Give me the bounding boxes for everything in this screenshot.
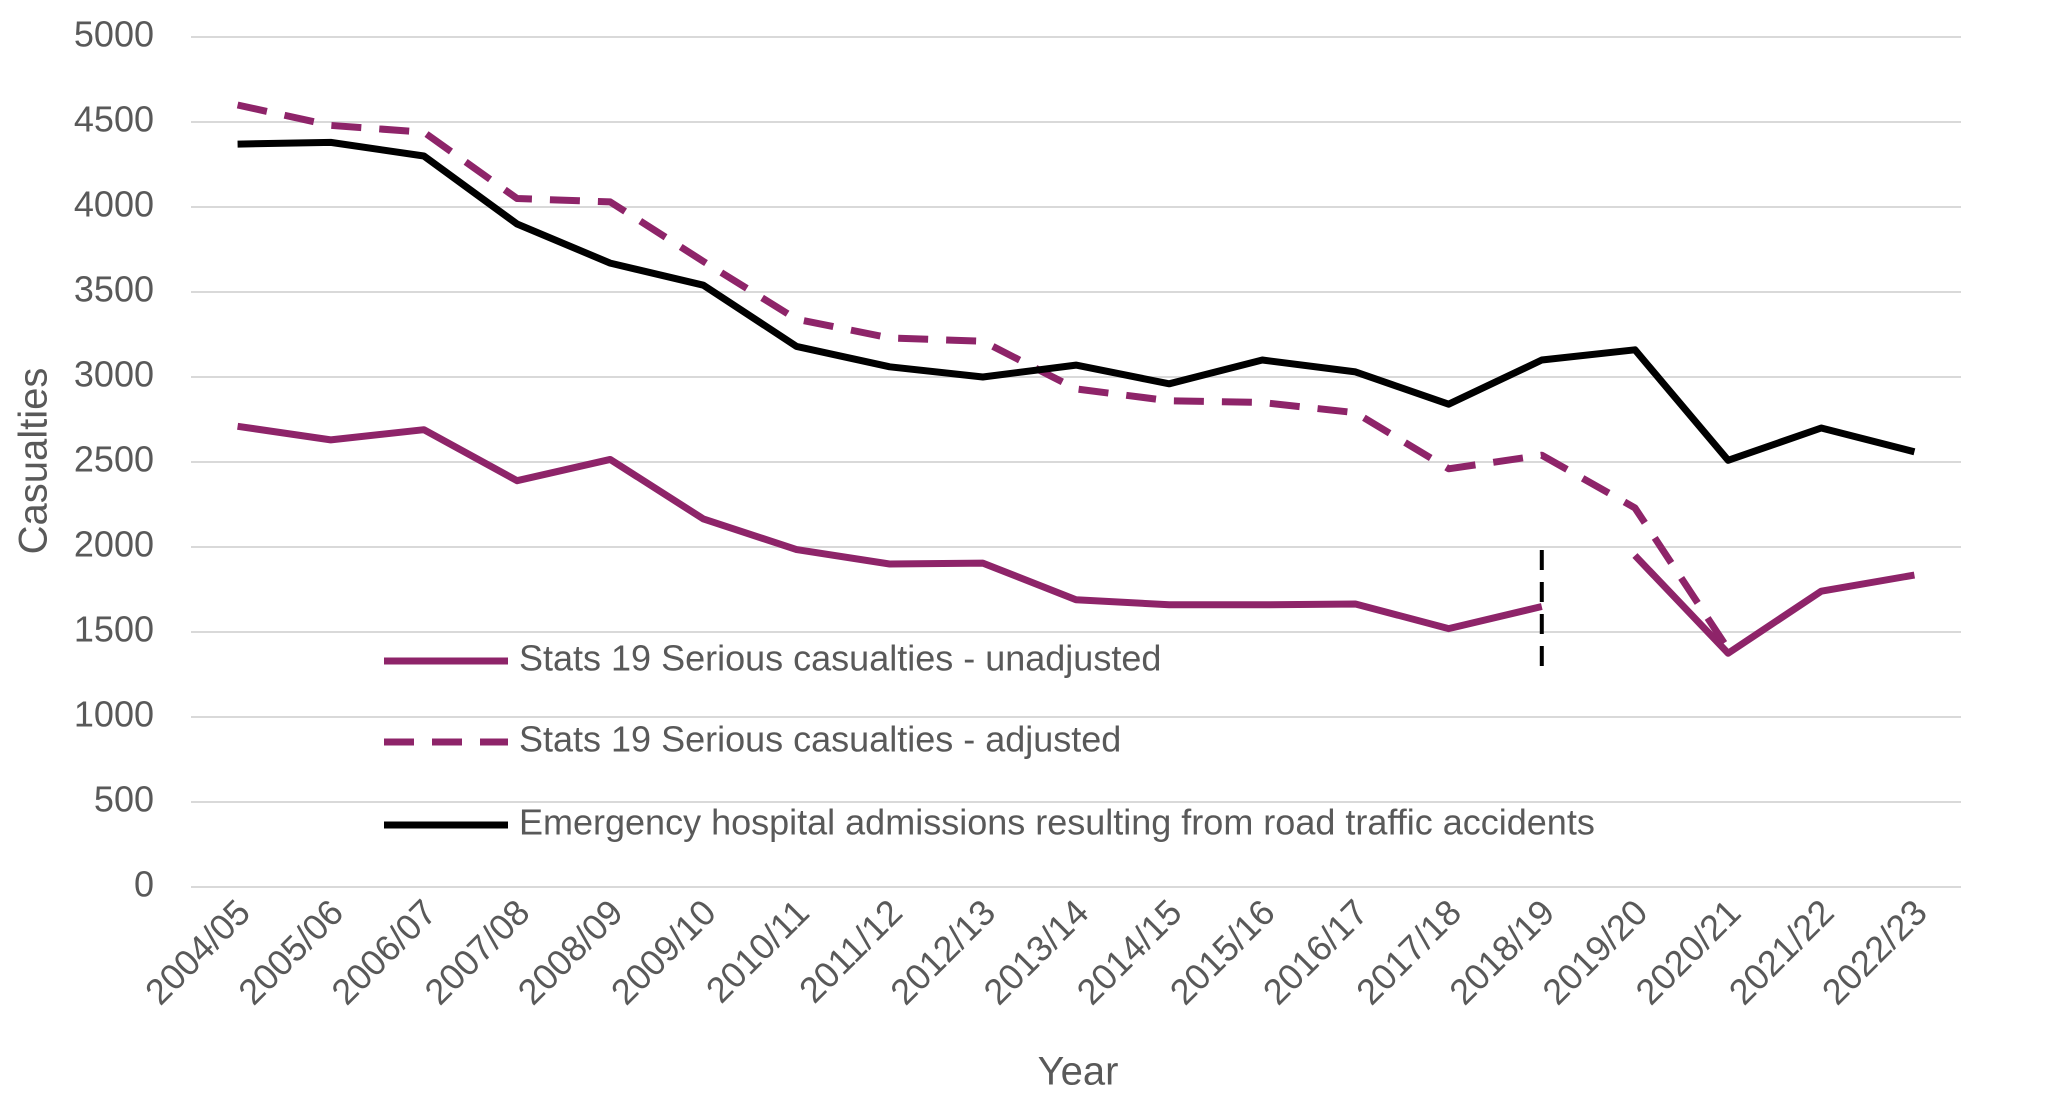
y-axis-title: Casualties (12, 368, 56, 555)
series-line (1632, 553, 1916, 657)
x-tick-label: 2010/11 (698, 891, 817, 1010)
y-tick-label: 3000 (74, 354, 154, 395)
y-tick-label: 2000 (74, 524, 154, 565)
y-tick-label: 1500 (74, 609, 154, 650)
y-tick-label: 1000 (74, 694, 154, 735)
x-tick-label: 2022/23 (1814, 891, 1935, 1012)
y-tick-label: 3500 (74, 269, 154, 310)
y-tick-label: 0 (134, 864, 154, 905)
legend-label: Stats 19 Serious casualties - unadjusted (519, 638, 1161, 679)
x-axis-title: Year (1038, 1050, 1119, 1094)
y-tick-label: 5000 (74, 14, 154, 55)
series-line (237, 138, 1916, 464)
y-tick-label: 2500 (74, 439, 154, 480)
series-line (237, 422, 1543, 633)
legend-label: Emergency hospital admissions resulting … (519, 802, 1595, 843)
y-tick-label: 4000 (74, 184, 154, 225)
y-tick-label: 500 (94, 779, 154, 820)
series-line (236, 101, 1732, 651)
y-tick-label: 4500 (74, 99, 154, 140)
legend-label: Stats 19 Serious casualties - adjusted (519, 719, 1121, 760)
x-tick-label: 2009/10 (603, 891, 724, 1012)
